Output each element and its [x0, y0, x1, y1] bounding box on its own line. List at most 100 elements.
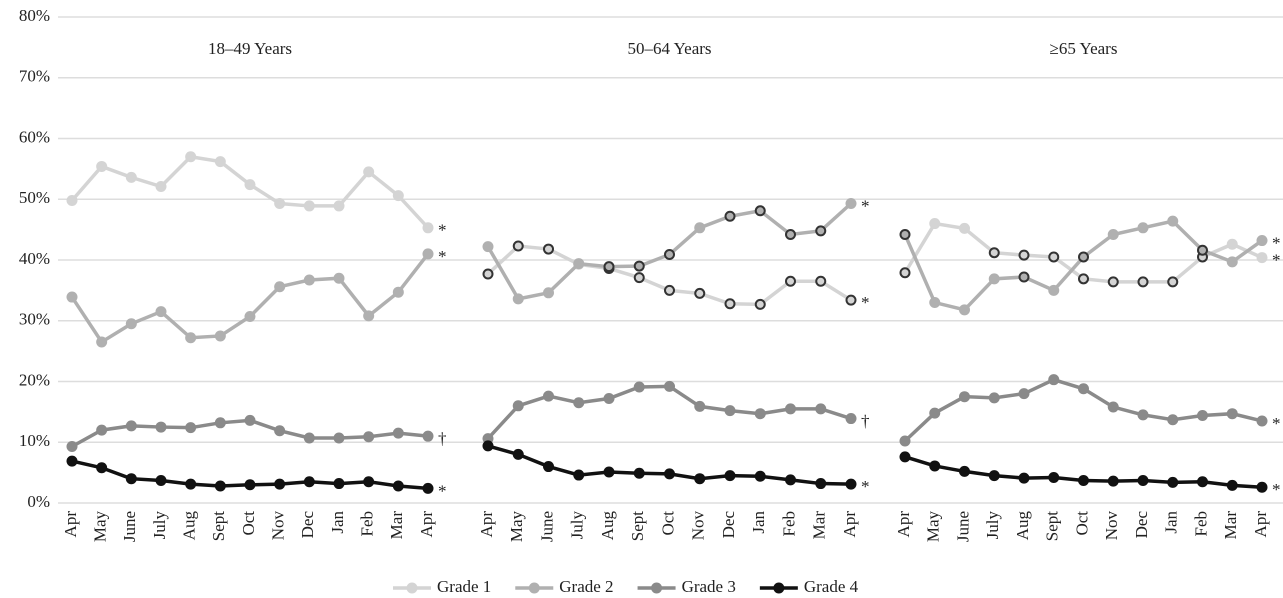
data-point	[1107, 228, 1119, 240]
x-tick-label: Feb	[779, 511, 798, 537]
data-point	[959, 465, 970, 477]
data-point	[1018, 271, 1030, 283]
data-point	[754, 205, 766, 217]
data-point	[333, 272, 345, 284]
x-tick-label: Apr	[477, 511, 496, 538]
data-point	[512, 400, 524, 412]
data-point	[1018, 388, 1030, 400]
data-point	[929, 460, 941, 472]
data-point	[1078, 273, 1089, 285]
data-point	[959, 222, 970, 234]
data-point	[155, 475, 167, 487]
x-tick-label: July	[150, 511, 169, 540]
end-label: *	[438, 481, 447, 500]
data-point	[1078, 475, 1089, 487]
data-point	[633, 467, 645, 479]
data-point	[363, 431, 375, 443]
data-point	[754, 408, 766, 420]
data-point	[214, 330, 226, 342]
legend-label: Grade 4	[804, 577, 859, 596]
end-label: *	[1272, 414, 1281, 433]
data-point	[125, 420, 137, 432]
data-point	[482, 241, 494, 253]
legend-marker	[773, 582, 785, 594]
data-point	[303, 432, 315, 444]
data-point	[603, 261, 615, 273]
data-point	[185, 478, 197, 490]
data-point	[1107, 401, 1119, 413]
y-tick-label: 80%	[19, 6, 50, 25]
data-point	[1107, 475, 1119, 487]
data-point	[1048, 374, 1060, 386]
data-point	[244, 479, 256, 491]
data-point	[274, 478, 286, 490]
data-point	[785, 228, 796, 240]
data-point	[303, 476, 315, 488]
data-point	[785, 275, 796, 287]
data-point	[1048, 251, 1060, 263]
data-point	[422, 482, 434, 494]
data-point	[694, 287, 706, 299]
data-point	[543, 243, 554, 255]
data-point	[603, 393, 615, 405]
data-point	[66, 441, 78, 453]
x-tick-label: May	[507, 511, 526, 543]
data-point	[899, 451, 911, 463]
x-tick-label: Aug	[1013, 511, 1032, 541]
data-point	[422, 248, 434, 260]
end-label: †	[861, 411, 870, 430]
data-point	[899, 435, 911, 447]
data-point	[303, 274, 315, 286]
data-point	[363, 476, 375, 488]
data-point	[815, 478, 827, 490]
data-point	[929, 297, 941, 309]
data-point	[155, 306, 167, 318]
data-point	[573, 397, 585, 409]
data-point	[694, 222, 706, 234]
end-label: *	[861, 477, 870, 496]
data-point	[512, 240, 524, 252]
data-point	[1256, 235, 1268, 247]
data-point	[512, 293, 524, 305]
x-tick-label: Aug	[598, 511, 617, 541]
x-tick-label: Jan	[749, 511, 768, 534]
data-point	[155, 421, 167, 433]
data-point	[1137, 222, 1149, 234]
series-line	[70, 154, 430, 229]
end-label: *	[861, 293, 870, 312]
data-point	[214, 480, 226, 492]
y-tick-label: 40%	[19, 249, 50, 268]
data-point	[603, 466, 615, 478]
data-point	[929, 218, 941, 230]
data-point	[815, 275, 827, 287]
data-point	[694, 400, 706, 412]
data-point	[785, 474, 796, 486]
data-point	[1197, 410, 1208, 422]
data-point	[363, 166, 375, 178]
data-point	[363, 310, 375, 322]
data-point	[959, 391, 970, 403]
data-point	[422, 222, 434, 234]
data-point	[96, 336, 108, 348]
data-point	[724, 298, 736, 310]
x-tick-label: Feb	[358, 511, 377, 537]
data-point	[185, 151, 197, 163]
data-point	[155, 180, 167, 192]
end-label: *	[1272, 480, 1281, 499]
data-point	[573, 258, 585, 270]
data-point	[274, 198, 286, 210]
data-point	[1018, 249, 1030, 261]
x-tick-label: Sept	[628, 511, 647, 542]
x-tick-label: Sept	[1043, 511, 1062, 542]
data-point	[1167, 215, 1179, 227]
data-point	[512, 448, 524, 460]
data-point	[274, 425, 286, 437]
legend-label: Grade 3	[682, 577, 736, 596]
data-point	[845, 478, 857, 490]
data-point	[959, 304, 970, 316]
data-point	[125, 318, 137, 330]
x-tick-label: June	[120, 511, 139, 542]
end-label: *	[1272, 233, 1281, 252]
x-tick-label: Jan	[1162, 511, 1181, 534]
